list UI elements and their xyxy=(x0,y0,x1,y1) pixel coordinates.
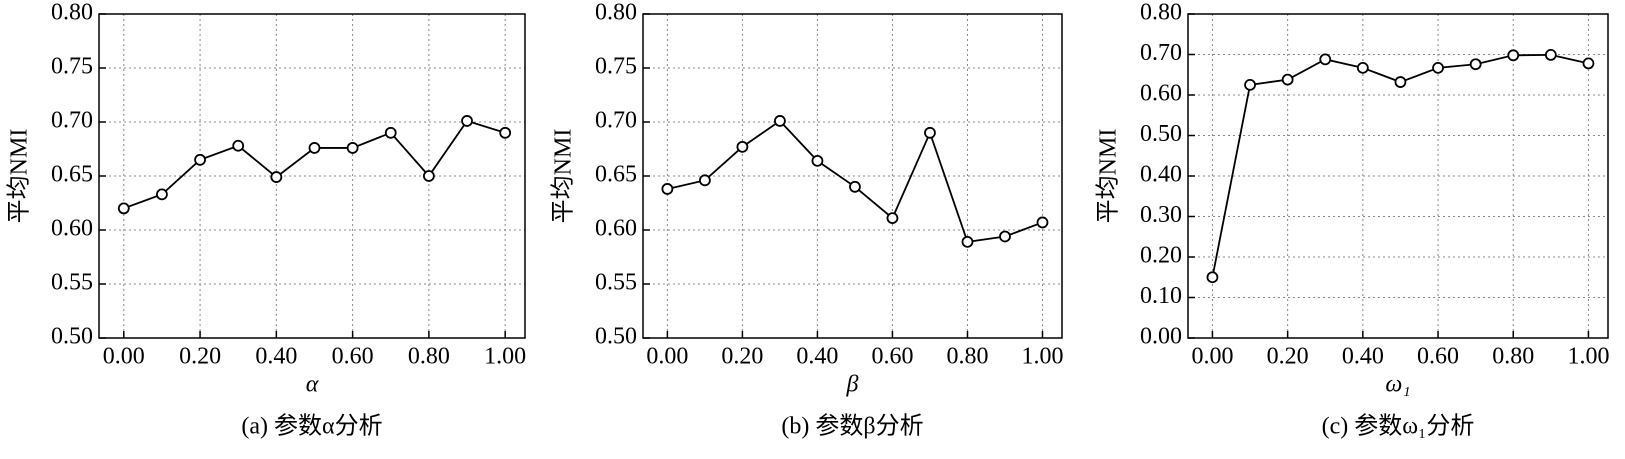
x-tick-label: 0.80 xyxy=(1492,344,1534,370)
point xyxy=(1356,61,1369,74)
point xyxy=(194,153,206,166)
y-tick-label: 0.10 xyxy=(1140,283,1182,309)
x-axis-label: α xyxy=(306,372,319,398)
point xyxy=(736,140,749,153)
point xyxy=(232,139,245,152)
caption: (b) 参数β分析 xyxy=(781,413,923,440)
point xyxy=(422,170,435,182)
x-tick-label: 0.40 xyxy=(796,344,838,370)
point xyxy=(1507,49,1520,62)
y-tick-label: 0.60 xyxy=(595,216,637,242)
y-axis-label: 平均NMI xyxy=(550,129,577,224)
y-tick-label: 0.80 xyxy=(595,0,637,26)
x-axis-label: ω₁ xyxy=(1385,372,1410,398)
point xyxy=(774,115,786,127)
point xyxy=(384,126,397,139)
y-tick-label: 0.70 xyxy=(595,108,637,134)
caption: (c) 参数ω₁分析 xyxy=(1322,413,1475,440)
y-tick-label: 0.20 xyxy=(1140,243,1182,269)
point xyxy=(698,174,711,187)
y-tick-label: 0.60 xyxy=(51,216,93,242)
y-tick-label: 0.50 xyxy=(51,324,93,350)
x-tick-label: 0.20 xyxy=(721,344,763,370)
x-tick-label: 0.00 xyxy=(103,344,145,370)
y-tick-label: 0.60 xyxy=(1140,81,1182,107)
caption: (a) 参数α分析 xyxy=(241,413,382,440)
x-tick-label: 0.40 xyxy=(255,344,297,370)
point xyxy=(1394,76,1407,88)
point xyxy=(661,183,674,195)
point xyxy=(346,142,359,154)
line xyxy=(1211,54,1589,278)
point xyxy=(1469,58,1482,71)
y-tick-label: 0.65 xyxy=(51,162,93,188)
point xyxy=(1432,61,1444,74)
x-tick-label: 0.20 xyxy=(179,344,221,370)
y-axis-label: 平均NMI xyxy=(1095,129,1122,224)
y-tick-label: 0.75 xyxy=(51,54,93,80)
y-tick-label: 0.75 xyxy=(595,54,637,80)
x-tick-label: 1.00 xyxy=(1567,344,1609,370)
point xyxy=(499,126,512,139)
point xyxy=(1206,271,1219,284)
x-tick-label: 1.00 xyxy=(1021,344,1063,370)
point xyxy=(117,202,130,215)
y-axis-label: 平均NMI xyxy=(6,129,33,224)
point xyxy=(1036,216,1049,229)
plot-frame xyxy=(642,13,1063,339)
point xyxy=(308,142,321,154)
x-tick-label: 0.20 xyxy=(1267,344,1309,370)
x-tick-label: 1.00 xyxy=(484,344,526,370)
point xyxy=(849,180,861,193)
y-tick-label: 0.65 xyxy=(595,162,637,188)
point xyxy=(999,230,1011,243)
point xyxy=(1281,73,1294,86)
x-tick-label: 0.40 xyxy=(1342,344,1384,370)
point xyxy=(270,171,283,183)
y-tick-label: 0.50 xyxy=(1140,121,1182,147)
x-tick-label: 0.60 xyxy=(1417,344,1459,370)
point xyxy=(1319,53,1332,66)
y-tick-label: 0.30 xyxy=(1140,202,1182,228)
point xyxy=(961,235,974,248)
x-tick-label: 0.80 xyxy=(408,344,450,370)
point xyxy=(886,212,899,225)
point xyxy=(1582,57,1595,70)
plot-frame xyxy=(1187,13,1609,339)
point xyxy=(811,154,824,167)
point xyxy=(461,115,473,127)
y-tick-label: 0.70 xyxy=(1140,40,1182,66)
x-tick-label: 0.80 xyxy=(946,344,988,370)
line xyxy=(123,119,506,210)
y-tick-label: 0.80 xyxy=(1140,0,1182,26)
x-tick-label: 0.00 xyxy=(1191,344,1233,370)
point xyxy=(1544,49,1557,61)
plot-frame xyxy=(98,13,526,339)
y-tick-label: 0.80 xyxy=(51,0,93,26)
y-tick-label: 0.55 xyxy=(595,270,637,296)
y-tick-label: 0.50 xyxy=(595,324,637,350)
y-tick-label: 0.70 xyxy=(51,108,93,134)
x-tick-label: 0.00 xyxy=(646,344,688,370)
point xyxy=(1244,78,1256,91)
x-tick-label: 0.60 xyxy=(871,344,913,370)
point xyxy=(156,188,168,201)
point xyxy=(924,126,936,139)
x-tick-label: 0.60 xyxy=(332,344,374,370)
y-tick-label: 0.40 xyxy=(1140,162,1182,188)
y-tick-label: 0.00 xyxy=(1140,324,1182,350)
y-tick-label: 0.55 xyxy=(51,270,93,296)
x-axis-label: β xyxy=(846,372,859,398)
